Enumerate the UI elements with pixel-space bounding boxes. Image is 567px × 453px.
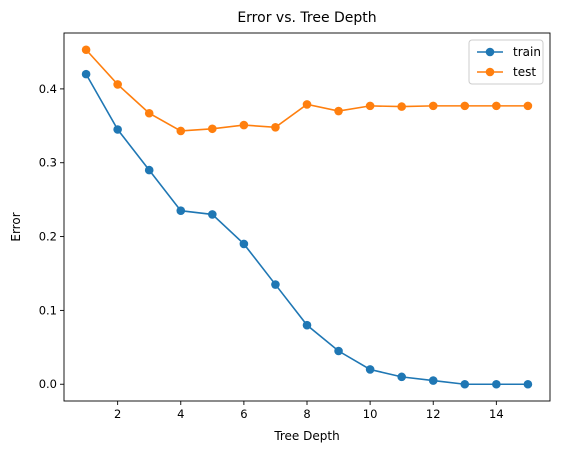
legend-marker-train bbox=[485, 47, 495, 57]
x-tick-label: 10 bbox=[363, 407, 378, 421]
y-tick-label: 0.2 bbox=[39, 230, 57, 244]
data-point-test bbox=[365, 101, 375, 111]
legend: train test bbox=[468, 39, 544, 85]
data-point-train bbox=[428, 376, 438, 385]
data-point-test bbox=[144, 108, 154, 118]
y-tick-label: 0.3 bbox=[39, 156, 57, 170]
plot-frame bbox=[63, 32, 551, 402]
data-point-test bbox=[428, 101, 438, 111]
data-point-train bbox=[523, 379, 533, 389]
data-point-train bbox=[144, 165, 154, 175]
data-point-train bbox=[460, 379, 470, 389]
data-point-test bbox=[239, 120, 249, 130]
data-point-train bbox=[176, 206, 186, 216]
plot-area bbox=[81, 45, 533, 389]
x-tick-label: 14 bbox=[489, 407, 504, 421]
y-tick-label: 0.1 bbox=[39, 303, 57, 317]
data-point-test bbox=[81, 45, 91, 55]
data-point-test bbox=[523, 101, 533, 111]
x-axis-label: Tree Depth bbox=[273, 429, 339, 443]
data-point-train bbox=[113, 125, 122, 134]
data-point-test bbox=[176, 126, 186, 136]
data-point-train bbox=[81, 69, 91, 79]
data-point-test bbox=[460, 101, 470, 111]
axis-ticks: 2 4 6 8 10 12 14 0.0 0.1 0.2 0.3 0.4 bbox=[39, 82, 504, 421]
data-point-test bbox=[397, 102, 406, 111]
y-tick-label: 0.4 bbox=[39, 82, 57, 96]
data-point-test bbox=[492, 101, 501, 111]
data-point-train bbox=[302, 320, 312, 330]
legend-label-train: train bbox=[513, 45, 541, 59]
data-point-train bbox=[208, 210, 217, 219]
x-tick-label: 12 bbox=[426, 407, 441, 421]
data-point-test bbox=[208, 124, 217, 134]
legend-label-test: test bbox=[513, 65, 536, 79]
data-point-test bbox=[334, 106, 343, 116]
x-tick-label: 2 bbox=[114, 407, 121, 421]
series-line-test bbox=[85, 49, 528, 132]
x-tick-label: 4 bbox=[177, 407, 184, 421]
data-point-train bbox=[239, 239, 249, 249]
data-point-train bbox=[271, 280, 280, 289]
y-axis-label: Error bbox=[9, 212, 23, 241]
data-point-train bbox=[334, 346, 343, 356]
data-point-train bbox=[397, 372, 406, 382]
x-tick-label: 8 bbox=[303, 407, 310, 421]
data-point-train bbox=[365, 365, 375, 374]
series-line-train bbox=[85, 73, 528, 386]
data-point-test bbox=[302, 100, 312, 109]
data-point-test bbox=[271, 122, 280, 132]
legend-marker-test bbox=[485, 67, 495, 77]
data-point-test bbox=[113, 80, 122, 89]
data-point-train bbox=[492, 379, 501, 389]
x-tick-label: 6 bbox=[240, 407, 247, 421]
chart-title: Error vs. Tree Depth bbox=[237, 10, 376, 26]
y-tick-label: 0.0 bbox=[39, 377, 57, 391]
